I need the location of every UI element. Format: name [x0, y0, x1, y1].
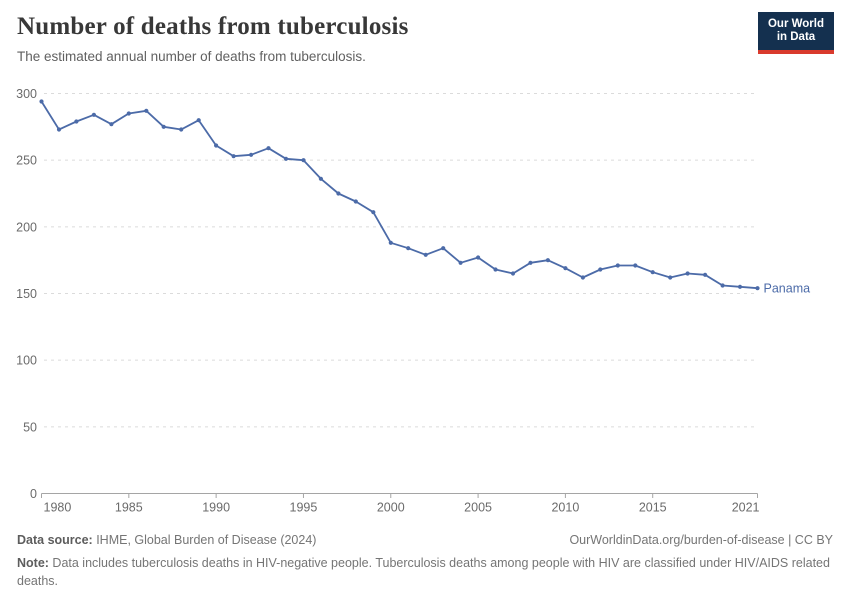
y-tick-label-300: 300	[16, 87, 37, 101]
y-tick-label-50: 50	[23, 420, 37, 434]
data-point-2019[interactable]	[720, 283, 725, 288]
y-tick-label-100: 100	[16, 354, 37, 368]
series-end-label-panama[interactable]: Panama	[764, 282, 811, 296]
data-point-2002[interactable]	[423, 252, 428, 257]
source-line: Data source: IHME, Global Burden of Dise…	[17, 532, 833, 550]
data-point-1991[interactable]	[231, 154, 236, 159]
data-point-2013[interactable]	[615, 263, 620, 268]
data-point-2000[interactable]	[388, 240, 393, 245]
data-point-2018[interactable]	[703, 272, 708, 277]
data-point-1982[interactable]	[74, 119, 79, 124]
data-point-2015[interactable]	[650, 270, 655, 275]
data-point-1993[interactable]	[266, 146, 271, 151]
data-point-2003[interactable]	[441, 246, 446, 251]
data-point-2016[interactable]	[668, 275, 673, 280]
x-tick-label-2005: 2005	[464, 501, 492, 515]
data-point-2005[interactable]	[476, 255, 481, 260]
chart-footer: Data source: IHME, Global Burden of Dise…	[17, 532, 833, 590]
note-text: Data includes tuberculosis deaths in HIV…	[17, 555, 830, 588]
x-tick-label-2010: 2010	[551, 501, 579, 515]
data-point-2012[interactable]	[598, 267, 603, 272]
data-point-2014[interactable]	[633, 263, 638, 268]
chart-subtitle: The estimated annual number of deaths fr…	[17, 49, 366, 64]
rights-link[interactable]: OurWorldinData.org/burden-of-disease | C…	[569, 533, 833, 547]
data-point-1998[interactable]	[353, 199, 358, 204]
data-point-1988[interactable]	[179, 127, 184, 132]
data-source: Data source: IHME, Global Burden of Dise…	[17, 532, 316, 550]
data-point-2017[interactable]	[685, 271, 690, 276]
data-point-2006[interactable]	[493, 267, 498, 272]
data-point-1994[interactable]	[283, 156, 289, 161]
chart-header: Number of deaths from tuberculosis The e…	[17, 12, 834, 64]
logo-line2: in Data	[776, 31, 816, 43]
x-tick-label-2000: 2000	[377, 501, 405, 515]
data-point-1999[interactable]	[371, 210, 376, 215]
y-tick-label-250: 250	[16, 154, 37, 168]
data-source-label: Data source:	[17, 533, 93, 547]
x-tick-label-1990: 1990	[202, 501, 230, 515]
data-point-1990[interactable]	[214, 143, 219, 148]
data-source-text: IHME, Global Burden of Disease (2024)	[92, 533, 317, 547]
y-tick-label-200: 200	[16, 220, 37, 234]
data-point-1992[interactable]	[249, 152, 254, 157]
data-point-2007[interactable]	[510, 271, 516, 276]
data-point-1985[interactable]	[126, 111, 131, 116]
owid-logo: Our World in Data	[758, 12, 834, 54]
data-point-2004[interactable]	[458, 260, 463, 265]
data-point-1981[interactable]	[56, 127, 62, 132]
data-point-2020[interactable]	[737, 284, 743, 289]
data-point-1986[interactable]	[144, 108, 149, 113]
data-point-1984[interactable]	[109, 122, 114, 127]
data-point-1996[interactable]	[318, 176, 323, 181]
data-point-2021[interactable]	[755, 286, 760, 291]
data-point-2009[interactable]	[545, 258, 551, 263]
data-point-1983[interactable]	[91, 112, 96, 117]
note-label: Note:	[17, 555, 49, 570]
data-point-2011[interactable]	[580, 275, 586, 280]
data-point-2001[interactable]	[406, 246, 411, 251]
data-point-1980[interactable]	[39, 99, 44, 104]
x-tick-label-1980: 1980	[44, 501, 72, 515]
y-tick-label-0: 0	[30, 487, 37, 501]
page-title: Number of deaths from tuberculosis	[17, 13, 409, 40]
series-line-panama[interactable]	[40, 101, 758, 290]
data-point-1995[interactable]	[301, 158, 306, 163]
data-point-1997[interactable]	[336, 191, 341, 196]
x-tick-label-1985: 1985	[115, 501, 143, 515]
x-tick-label-2015: 2015	[639, 501, 667, 515]
x-tick-label-1995: 1995	[290, 501, 318, 515]
data-point-2008[interactable]	[528, 260, 533, 265]
data-point-2010[interactable]	[563, 266, 568, 271]
x-tick-label-2021: 2021	[732, 501, 760, 515]
note: Note: Data includes tuberculosis deaths …	[17, 555, 833, 591]
data-point-1987[interactable]	[161, 124, 166, 129]
data-point-1989[interactable]	[196, 118, 201, 123]
logo-line1: Our World	[767, 18, 824, 30]
y-tick-label-150: 150	[16, 287, 37, 301]
